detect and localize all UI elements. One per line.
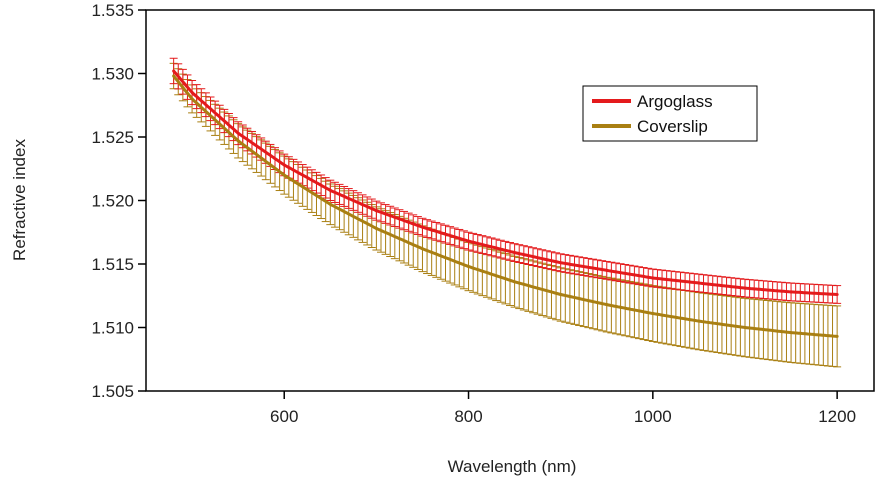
data-point-coverslip <box>789 331 793 335</box>
x-axis-title: Wavelength (nm) <box>448 457 577 476</box>
y-tick-label: 1.530 <box>91 65 134 84</box>
data-point-coverslip <box>328 202 332 206</box>
data-point-argoglass <box>190 91 194 95</box>
y-tick-label: 1.535 <box>91 1 134 20</box>
data-point-argoglass <box>420 225 424 229</box>
data-point-coverslip <box>374 226 378 230</box>
data-point-argoglass <box>513 251 517 255</box>
data-point-coverslip <box>420 247 424 251</box>
data-point-coverslip <box>835 334 839 338</box>
data-point-coverslip <box>236 139 240 143</box>
data-point-argoglass <box>374 209 378 213</box>
data-point-coverslip <box>282 173 286 177</box>
plot-area-frame <box>145 9 875 392</box>
y-axis-title: Refractive index <box>10 139 29 261</box>
y-tick-label: 1.505 <box>91 382 134 401</box>
data-point-argoglass <box>789 290 793 294</box>
data-point-argoglass <box>835 292 839 296</box>
legend-label-coverslip: Coverslip <box>637 117 708 136</box>
data-point-argoglass <box>559 261 563 265</box>
y-tick-label: 1.510 <box>91 319 134 338</box>
data-point-coverslip <box>559 292 563 296</box>
y-tick-label: 1.520 <box>91 192 134 211</box>
data-point-argoglass <box>743 286 747 290</box>
data-point-argoglass <box>605 268 609 272</box>
y-axis: 1.505 1.510 1.515 1.520 1.525 1.530 1.535 <box>91 1 146 401</box>
data-point-coverslip <box>513 280 517 284</box>
x-tick-label: 1200 <box>818 407 856 426</box>
data-point-argoglass <box>328 188 332 192</box>
data-point-coverslip <box>743 326 747 329</box>
y-tick-label: 1.515 <box>91 255 134 274</box>
y-tick-label: 1.525 <box>91 128 134 147</box>
data-point-coverslip <box>172 74 176 78</box>
data-point-coverslip <box>651 312 655 316</box>
data-point-coverslip <box>190 97 194 101</box>
data-point-coverslip <box>467 265 471 269</box>
series-line-layer <box>172 69 839 338</box>
data-point-argoglass <box>697 281 701 285</box>
data-point-coverslip <box>605 303 609 307</box>
data-point-argoglass <box>172 69 176 73</box>
data-point-argoglass <box>467 239 471 243</box>
legend-box <box>582 85 758 142</box>
x-axis: 600 800 1000 1200 <box>270 391 856 426</box>
data-point-argoglass <box>236 131 240 135</box>
legend-label-argoglass: Argoglass <box>637 92 713 111</box>
x-tick-label: 800 <box>454 407 482 426</box>
data-point-argoglass <box>651 276 655 280</box>
x-tick-label: 600 <box>270 407 298 426</box>
data-point-argoglass <box>282 163 286 167</box>
legend: Argoglass Coverslip <box>582 85 758 142</box>
x-tick-label: 1000 <box>634 407 672 426</box>
data-point-coverslip <box>697 319 701 323</box>
